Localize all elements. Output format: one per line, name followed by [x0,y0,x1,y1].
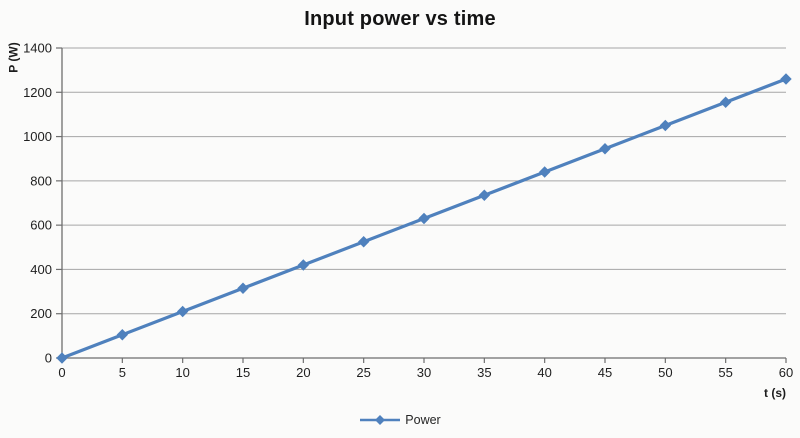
chart-title: Input power vs time [304,8,496,30]
data-point-marker [418,212,430,225]
data-point-marker [478,189,491,201]
data-point-marker [237,282,249,294]
x-tick-label: 45 [598,365,612,380]
legend-line-diamond-icon [360,415,401,425]
data-point-marker [176,305,189,318]
data-point-marker [780,73,792,85]
x-tick-label: 20 [296,365,310,380]
x-tick-label: 50 [658,365,672,380]
data-point-marker [719,96,732,108]
y-tick-label: 1200 [23,85,52,100]
x-tick-label: 5 [119,365,126,380]
x-tick-label: 40 [537,365,551,380]
data-point-marker [599,143,611,155]
y-tick-label: 1000 [23,129,52,144]
x-axis-title: t (s) [764,386,786,400]
legend: Power [0,408,800,432]
data-point-marker [357,236,370,248]
x-tick-label: 25 [356,365,370,380]
y-tick-label: 800 [30,173,52,188]
y-tick-label: 0 [45,351,52,366]
x-tick-label: 10 [175,365,189,380]
y-tick-label: 1400 [23,41,52,56]
x-tick-label: 55 [718,365,732,380]
legend-series-label: Power [405,413,441,427]
x-tick-label: 0 [58,365,65,380]
x-tick-label: 15 [236,365,250,380]
data-point-marker [297,259,310,271]
y-tick-label: 400 [30,262,52,277]
x-tick-label: 30 [417,365,431,380]
x-tick-label: 60 [779,365,793,380]
data-point-marker [56,352,68,364]
data-point-marker [659,119,672,132]
data-point-marker [116,329,129,341]
y-tick-label: 600 [30,218,52,233]
y-tick-label: 200 [30,306,52,321]
x-tick-label: 35 [477,365,491,380]
data-point-marker [538,166,551,178]
